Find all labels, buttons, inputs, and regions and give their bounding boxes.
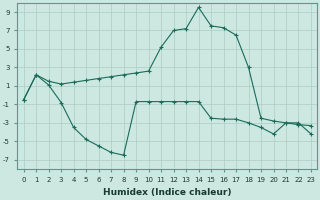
X-axis label: Humidex (Indice chaleur): Humidex (Indice chaleur)	[103, 188, 232, 197]
